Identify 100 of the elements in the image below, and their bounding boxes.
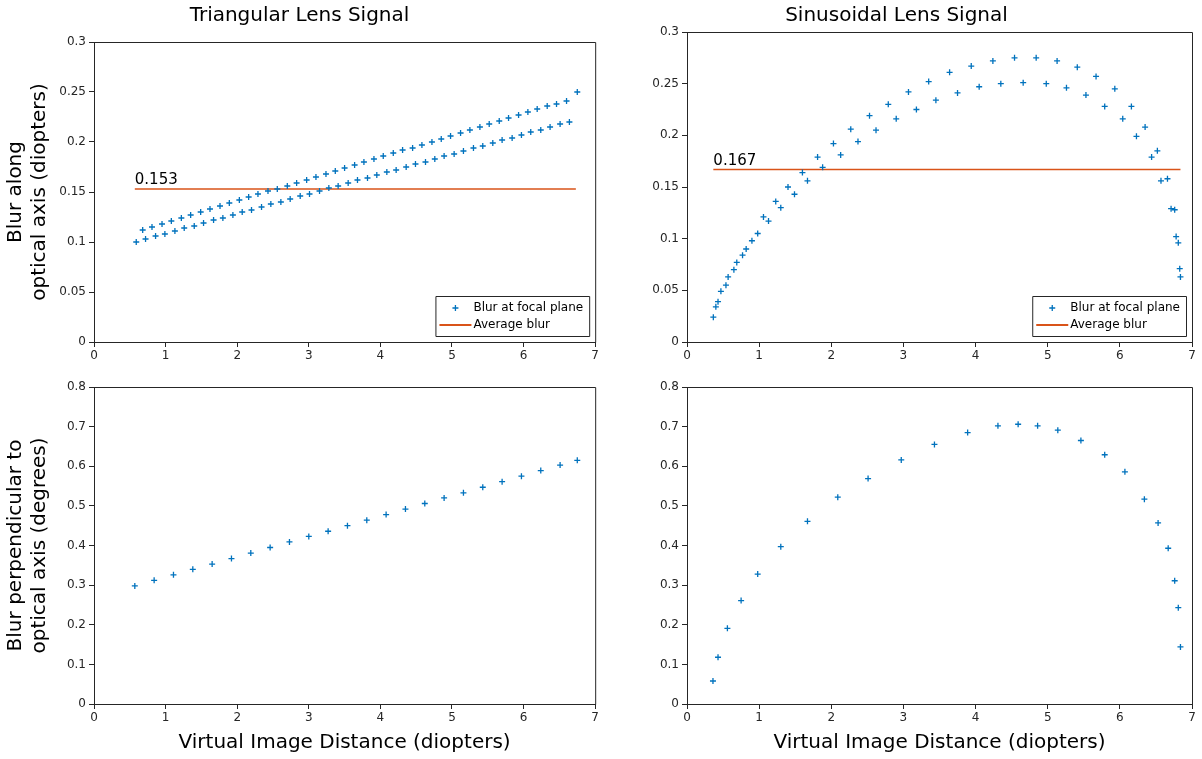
y-tick-label: 0.2 [66, 134, 86, 149]
x-tick-label: 1 [755, 348, 763, 363]
y-tick-label: 0.1 [659, 656, 679, 671]
y-tick-label: 0.7 [659, 418, 679, 433]
x-axis-title: Virtual Image Distance (diopters) [178, 729, 511, 754]
x-tick-label: 0 [683, 710, 691, 725]
x-tick-label: 0 [90, 348, 98, 363]
chart-title: Sinusoidal Lens Signal [785, 2, 1008, 27]
annotation: 0.167 [713, 150, 757, 169]
x-tick-label: 5 [1043, 710, 1052, 725]
x-tick-label: 6 [1116, 710, 1124, 725]
x-tick-label: 6 [1116, 348, 1124, 363]
x-tick-label: 4 [971, 348, 980, 363]
chart-title: Triangular Lens Signal [188, 2, 410, 27]
y-tick-label: 0 [671, 334, 679, 349]
point [266, 543, 274, 552]
y-tick-label: 0 [671, 696, 679, 711]
x-tick-label: 7 [591, 348, 599, 363]
point [1121, 468, 1129, 476]
point [401, 505, 410, 513]
y-tick-label: 0.25 [59, 84, 86, 99]
y-axis-title: Blur along optical axis (diopters) [2, 83, 51, 301]
legend-label: Blur at focal plane [473, 300, 584, 315]
legend-label: Average blur [473, 317, 551, 332]
x-tick-label: 3 [304, 710, 313, 725]
y-tick-label: 0.1 [66, 234, 86, 249]
x-tick-label: 7 [1188, 710, 1196, 725]
y-tick-label: 0.4 [66, 537, 86, 552]
y-tick-label: 0.5 [659, 498, 679, 512]
y-tick-label: 0.05 [59, 284, 86, 299]
x-tick-label: 0 [683, 348, 691, 363]
point [994, 422, 1002, 430]
x-tick-label: 6 [519, 348, 528, 363]
y-tick-label: 0.1 [659, 230, 679, 245]
x-tick-label: 1 [161, 710, 170, 725]
point [1014, 420, 1022, 428]
y-tick-label: 0.4 [659, 537, 679, 552]
x-tick-label: 5 [448, 710, 456, 725]
point [285, 538, 294, 546]
x-tick-label: 2 [827, 710, 836, 725]
y-tick-label: 0.2 [659, 616, 679, 631]
y-tick-label: 0.3 [66, 577, 86, 592]
y-tick-label: 0.15 [59, 184, 86, 199]
y-tick-label: 0 [78, 334, 86, 349]
point [737, 596, 745, 605]
x-tick-label: 7 [591, 710, 599, 725]
x-tick-label: 5 [1043, 348, 1052, 363]
y-tick-label: 0.6 [66, 458, 86, 473]
legend-label: Blur at focal plane [1070, 300, 1181, 315]
y-tick-label: 0.1 [66, 656, 86, 671]
point [363, 516, 371, 524]
point [150, 576, 158, 585]
point [709, 677, 717, 685]
y-tick-label: 0.2 [66, 616, 86, 631]
y-tick-label: 0.6 [659, 458, 679, 473]
x-axis-title: Virtual Image Distance (diopters) [773, 729, 1106, 754]
legend-label: Average blur [1070, 317, 1147, 332]
point [247, 549, 255, 557]
point [714, 653, 722, 661]
y-tick-label: 0.7 [66, 418, 86, 433]
point [1176, 643, 1185, 651]
point [556, 461, 564, 469]
x-tick-label: 4 [376, 348, 385, 363]
y-tick-label: 0.8 [659, 379, 679, 394]
y-tick-label: 0.3 [66, 34, 86, 49]
x-tick-label: 3 [899, 710, 908, 725]
y-tick-label: 0.5 [66, 498, 86, 512]
annotation: 0.153 [134, 170, 178, 189]
y-tick-label: 0 [78, 696, 86, 711]
y-tick-label: 0.25 [652, 75, 679, 90]
x-tick-label: 6 [519, 710, 528, 725]
x-tick-label: 1 [161, 348, 170, 363]
x-tick-label: 4 [971, 710, 980, 725]
point [864, 474, 872, 483]
point [131, 582, 139, 590]
x-tick-label: 7 [1188, 348, 1196, 363]
point [498, 478, 506, 486]
x-tick-label: 2 [233, 710, 242, 725]
point [754, 570, 762, 578]
x-tick-label: 2 [233, 348, 242, 363]
x-tick-label: 4 [376, 710, 385, 725]
x-tick-label: 0 [90, 710, 98, 725]
x-tick-label: 3 [899, 348, 908, 363]
y-tick-label: 0.2 [659, 127, 679, 142]
x-tick-label: 5 [448, 348, 456, 363]
x-tick-label: 3 [304, 348, 313, 363]
point [1077, 436, 1085, 445]
point [897, 456, 905, 464]
point [208, 560, 216, 568]
y-axis-title: Blur perpendicular to optical axis (degrees) [2, 437, 51, 654]
y-tick-label: 0.8 [66, 379, 86, 394]
point [440, 494, 448, 502]
y-tick-label: 0.15 [652, 179, 679, 194]
point [1154, 519, 1162, 527]
point [382, 510, 390, 519]
y-tick-label: 0.3 [659, 577, 679, 592]
x-tick-label: 1 [755, 710, 763, 725]
x-tick-label: 2 [827, 348, 836, 363]
y-tick-label: 0.3 [659, 24, 679, 39]
y-tick-label: 0.05 [652, 282, 679, 297]
